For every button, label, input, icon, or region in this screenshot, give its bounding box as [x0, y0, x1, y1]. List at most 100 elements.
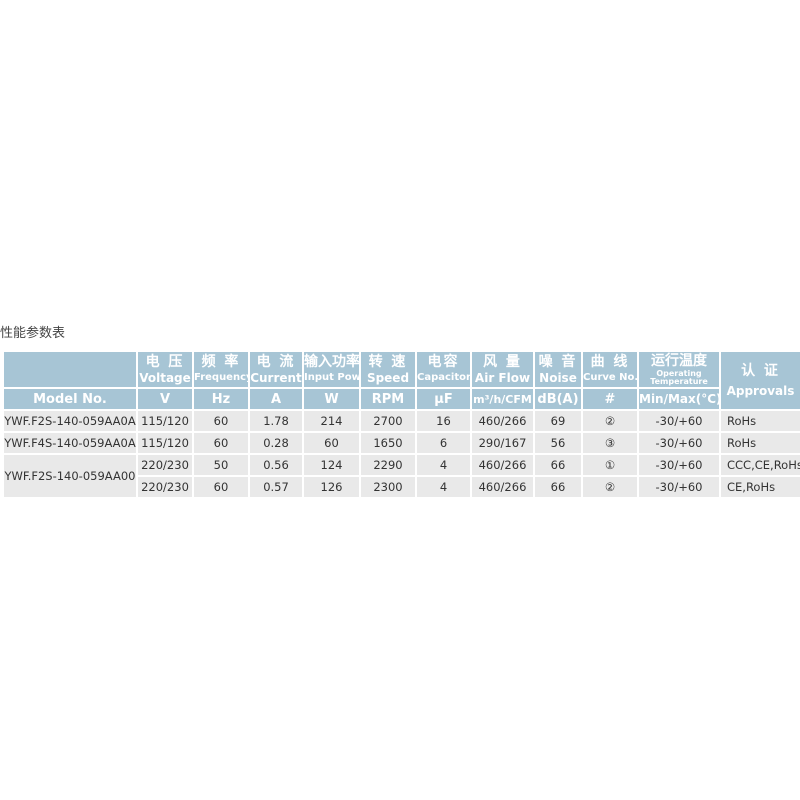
header-approvals: 认 证 Approvals: [719, 350, 800, 411]
cell-a: 0.28: [248, 431, 304, 455]
header-en: Frequency: [194, 372, 249, 383]
header-cn: 频 率: [201, 354, 241, 370]
table-row: YWF.F2S-140-059AA0A 115/120 60 1.78 214 2700 1…: [2, 409, 800, 433]
cell-uf: 4: [415, 453, 472, 477]
cell-appr: CCC,CE,RoHs: [719, 453, 800, 477]
cell-w: 126: [302, 475, 361, 499]
unit-capacitor: μF: [415, 387, 472, 411]
header-en: Operating: [656, 369, 702, 378]
unit-speed: RPM: [359, 387, 417, 411]
header-en: Noise: [539, 371, 577, 385]
cell-rpm: 2300: [359, 475, 417, 499]
cell-hz: 50: [192, 453, 250, 477]
cell-model: YWF.F4S-140-059AA0A: [2, 431, 138, 455]
cell-hz: 60: [192, 431, 250, 455]
header-model-no: Model No.: [2, 387, 138, 411]
cell-temp: -30/+60: [637, 475, 721, 499]
unit-frequency: Hz: [192, 387, 250, 411]
unit-air-flow: m³/h/CFM: [470, 387, 535, 411]
header-cn: 电 压: [145, 354, 185, 370]
cell-curve: ②: [581, 409, 639, 433]
cell-hz: 60: [192, 475, 250, 499]
header-curve: 曲 线 Curve No.: [581, 350, 639, 389]
unit-power: W: [302, 387, 361, 411]
cell-a: 0.57: [248, 475, 304, 499]
cell-v: 115/120: [136, 409, 194, 433]
section-title: 性能参数表: [0, 326, 66, 341]
cell-w: 60: [302, 431, 361, 455]
cell-uf: 4: [415, 475, 472, 499]
header-operating-temperature: 运行温度 Operating Temperature: [637, 350, 721, 389]
header-cn: 曲 线: [590, 354, 630, 370]
header-cn: 噪 音: [538, 354, 578, 370]
cell-a: 0.56: [248, 453, 304, 477]
cell-rpm: 2290: [359, 453, 417, 477]
cell-rpm: 2700: [359, 409, 417, 433]
cell-flow: 460/266: [470, 453, 535, 477]
header-en: Curve No.: [583, 372, 638, 383]
cell-a: 1.78: [248, 409, 304, 433]
header-cn: 运行温度: [651, 353, 707, 369]
cell-appr: RoHs: [719, 409, 800, 433]
cell-db: 56: [533, 431, 583, 455]
header-blank: [2, 350, 138, 389]
performance-table: 电 压 Voltage 频 率 Frequency 电 流 Current 输入功率 I…: [2, 350, 800, 499]
header-speed: 转 速 Speed: [359, 350, 417, 389]
cell-curve: ①: [581, 453, 639, 477]
cell-curve: ②: [581, 475, 639, 499]
header-voltage: 电 压 Voltage: [136, 350, 194, 389]
header-noise: 噪 音 Noise: [533, 350, 583, 389]
header-en: Speed: [366, 371, 410, 385]
header-en: Voltage: [139, 371, 191, 385]
header-cn: 电容: [427, 354, 460, 370]
header-cn: 转 速: [368, 354, 408, 370]
header-cn: 风 量: [483, 354, 522, 370]
cell-temp: -30/+60: [637, 409, 721, 433]
unit-curve: #: [581, 387, 639, 411]
cell-rpm: 1650: [359, 431, 417, 455]
cell-model: YWF.F2S-140-059AA0A: [2, 409, 138, 433]
table-row: YWF.F4S-140-059AA0A 115/120 60 0.28 60 1650 6 2…: [2, 431, 800, 455]
header-capacitor: 电容 Capacitor: [415, 350, 472, 389]
cell-appr: CE,RoHs: [719, 475, 800, 499]
cell-model: YWF.F2S-140-059AA00: [2, 453, 138, 499]
cell-temp: -30/+60: [637, 431, 721, 455]
cell-appr: RoHs: [719, 431, 800, 455]
table-row: YWF.F2S-140-059AA00 220/230 50 0.56 124 2290 4…: [2, 453, 800, 499]
unit-current: A: [248, 387, 304, 411]
cell-v: 220/230: [136, 475, 194, 499]
cell-db: 66: [533, 475, 583, 499]
header-cn: 电 流: [256, 354, 296, 370]
cell-flow: 460/266: [470, 409, 535, 433]
cell-v: 115/120: [136, 431, 194, 455]
cell-curve: ③: [581, 431, 639, 455]
unit-noise: dB(A): [533, 387, 583, 411]
header-air-flow: 风 量 Air Flow: [470, 350, 535, 389]
header-en: Approvals: [726, 384, 795, 398]
header-en: Temperature: [650, 377, 708, 386]
header-en: Air Flow: [474, 371, 531, 385]
header-en: Capacitor: [417, 372, 471, 383]
header-row-names: 电 压 Voltage 频 率 Frequency 电 流 Current 输入功率 I…: [2, 350, 800, 411]
header-cn: 输入功率: [304, 354, 360, 370]
cell-flow: 460/266: [470, 475, 535, 499]
cell-uf: 6: [415, 431, 472, 455]
cell-w: 124: [302, 453, 361, 477]
header-input-power: 输入功率 Input Power: [302, 350, 361, 389]
cell-uf: 16: [415, 409, 472, 433]
cell-hz: 60: [192, 409, 250, 433]
header-cn: 认 证: [741, 363, 780, 379]
unit-voltage: V: [136, 387, 194, 411]
cell-v: 220/230: [136, 453, 194, 477]
cell-temp: -30/+60: [637, 453, 721, 477]
cell-db: 66: [533, 453, 583, 477]
header-frequency: 频 率 Frequency: [192, 350, 250, 389]
header-en: Input Power: [304, 372, 360, 383]
header-row-units: Model No. V Hz A W RPM μF m³/h/CFM dB(A)…: [2, 387, 800, 411]
cell-flow: 290/167: [470, 431, 535, 455]
unit-temperature: Min/Max(°C): [637, 387, 721, 411]
header-current: 电 流 Current: [248, 350, 304, 389]
header-en: Current: [250, 371, 302, 385]
cell-db: 69: [533, 409, 583, 433]
cell-w: 214: [302, 409, 361, 433]
